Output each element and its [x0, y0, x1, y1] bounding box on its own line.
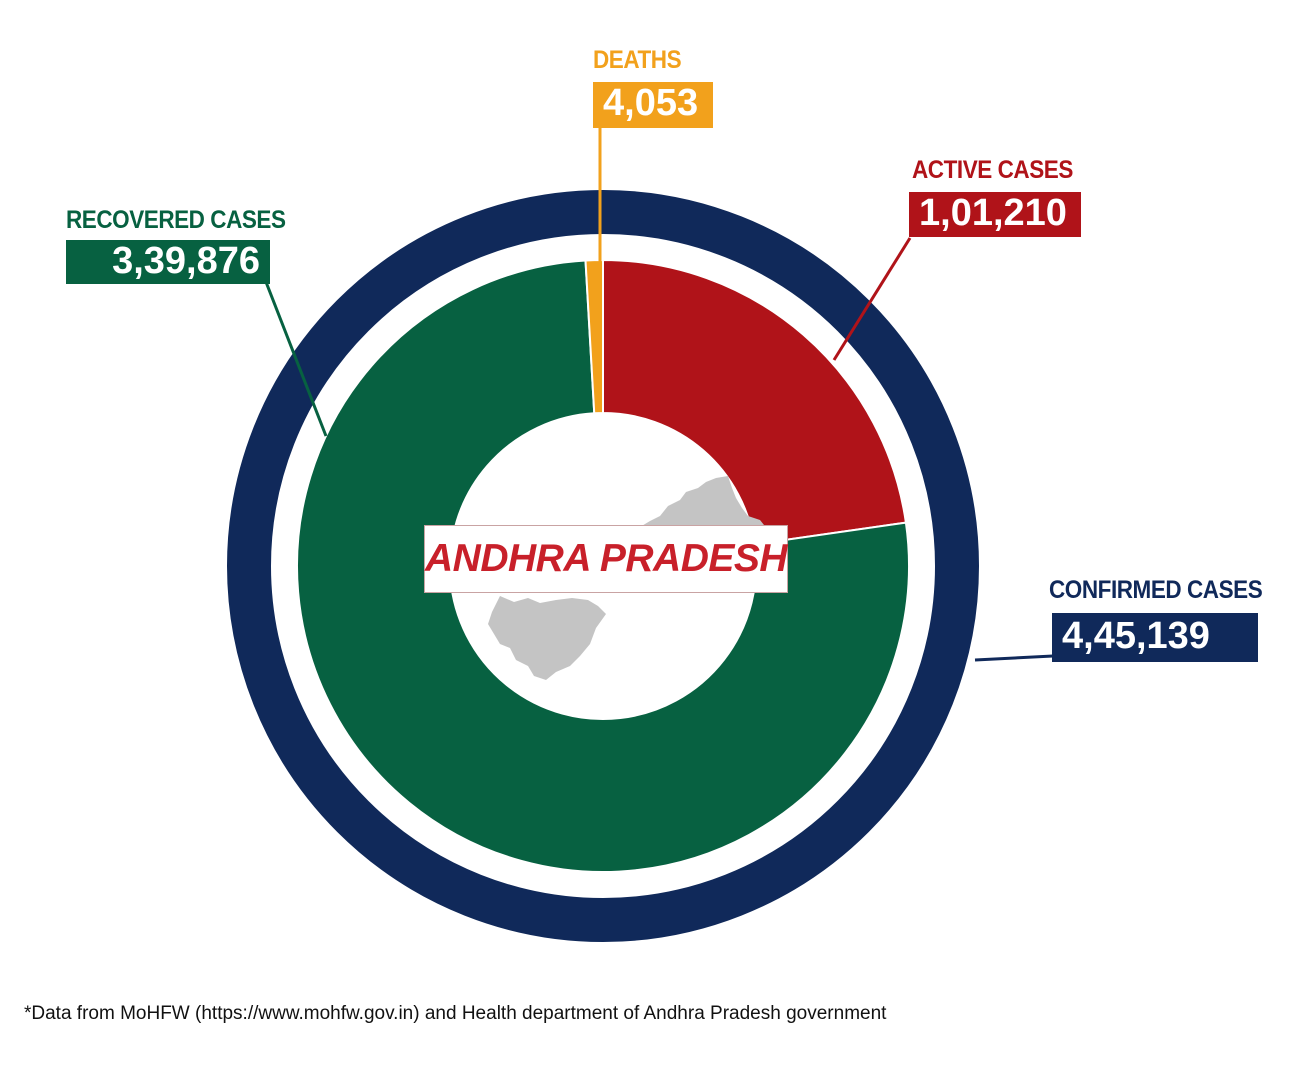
recovered-cases-label: RECOVERED CASES [66, 206, 286, 234]
state-name-label: ANDHRA PRADESH [424, 525, 788, 593]
active-leader-line [832, 237, 912, 361]
recovered-cases-value: 3,39,876 [66, 240, 270, 284]
active-cases-label: ACTIVE CASES [912, 156, 1073, 184]
source-footnote: *Data from MoHFW (https://www.mohfw.gov.… [24, 1003, 887, 1024]
confirmed-cases-value: 4,45,139 [1052, 613, 1258, 662]
confirmed-cases-ring [227, 190, 979, 942]
confirmed-leader-line [974, 654, 1054, 662]
confirmed-cases-label: CONFIRMED CASES [1049, 576, 1263, 604]
deaths-value: 4,053 [593, 82, 713, 128]
deaths-label: DEATHS [593, 46, 682, 74]
active-cases-value: 1,01,210 [909, 192, 1081, 237]
recovered-leader-line [264, 281, 328, 437]
